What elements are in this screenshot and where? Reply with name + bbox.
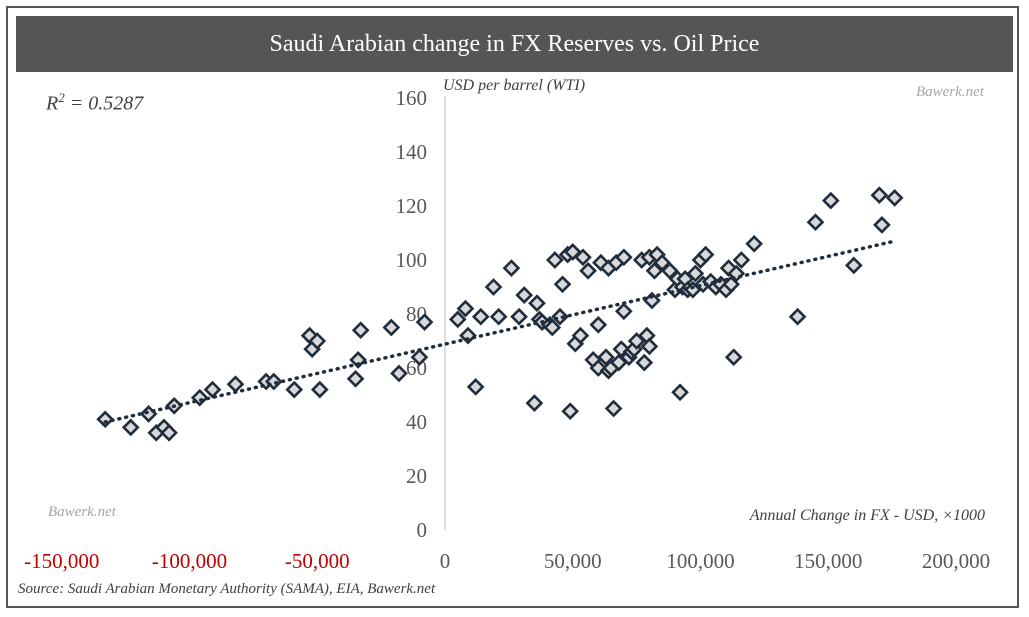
data-point [873,216,891,234]
data-point [589,315,608,334]
trendline [103,239,897,424]
y-tick-label: 100 [396,248,428,272]
watermark-bottom: Bawerk.net [48,504,116,520]
data-point [502,259,521,277]
data-point [724,348,743,367]
data-point [415,313,434,331]
x-tick-label: 100,000 [666,549,734,573]
data-point [308,332,327,350]
data-point [561,402,580,421]
data-point [489,307,508,326]
data-point [484,278,503,296]
x-tick-label: 200,000 [922,549,990,573]
data-point [615,248,633,267]
data-point [686,264,705,283]
data-point [597,348,615,367]
data-point [410,348,429,367]
data-point [471,307,490,326]
x-tick-label: -50,000 [285,549,350,573]
watermark-top: Bawerk.net [916,84,984,100]
y-tick-label: 0 [417,518,428,542]
data-point [671,383,689,402]
data-point [696,245,715,264]
data-point [546,251,564,269]
x-tick-label: 0 [440,549,451,573]
data-point [203,380,222,399]
data-point [806,213,825,232]
data-point [285,380,304,399]
x-tick-label: -100,000 [152,549,227,573]
x-tick-label: -150,000 [24,549,99,573]
data-point [571,326,590,345]
data-point [346,369,365,388]
data-point [553,275,572,294]
data-point [528,294,546,313]
source-note: Source: Saudi Arabian Monetary Authority… [18,581,436,597]
y-tick-label: 160 [396,86,428,110]
data-point [821,191,840,210]
data-point [635,353,654,372]
y-tick-label: 20 [406,464,427,488]
data-point [456,299,475,318]
r-squared-label: R2 = 0.5287 [46,90,144,115]
data-point [643,291,661,310]
data-point [788,307,807,326]
data-point [615,302,633,321]
y-tick-label: 140 [396,140,428,164]
x-tick-label: 50,000 [544,549,602,573]
data-point [604,399,623,418]
data-point [459,326,477,345]
data-point [543,318,562,337]
data-point [351,321,370,340]
data-point [448,310,467,329]
r-squared-value: 0.5287 [88,92,144,115]
data-point [349,351,367,369]
y-tick-label: 120 [396,194,428,218]
data-point [96,410,115,429]
data-point [579,261,597,280]
chart-frame [6,6,1019,608]
y-axis-label: USD per barrel (WTI) [443,77,586,94]
data-point [640,337,659,356]
data-point [139,405,158,423]
data-point [226,375,245,394]
data-point [310,380,329,399]
x-tick-label: 150,000 [794,549,862,573]
data-point [745,234,763,253]
data-point [466,378,485,396]
data-point [390,364,408,383]
data-point [160,423,178,442]
data-point [510,307,528,326]
chart-title: Saudi Arabian change in FX Reserves vs. … [16,16,1013,72]
data-point [382,318,401,337]
data-point [515,286,534,304]
data-point [574,248,592,267]
data-point [121,418,140,437]
data-point [844,256,863,275]
data-point [732,251,751,269]
y-tick-label: 40 [406,410,427,434]
data-point [870,186,889,205]
data-point [525,394,544,412]
x-axis-label: Annual Change in FX - USD, ×1000 [749,507,985,524]
data-point [885,189,904,207]
